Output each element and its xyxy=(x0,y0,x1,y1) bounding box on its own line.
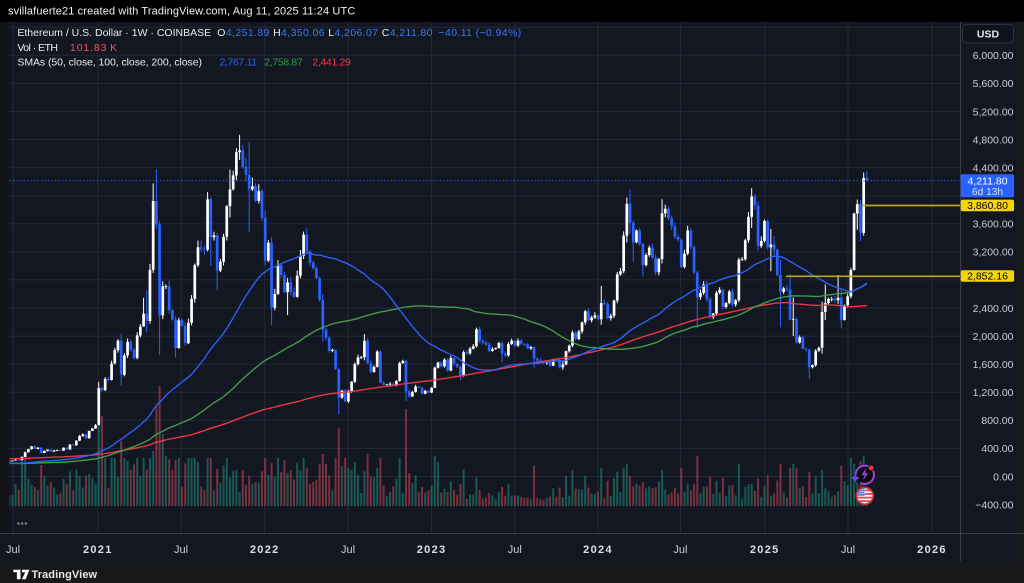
svg-text:2023: 2023 xyxy=(417,544,447,556)
svg-text:3,200.00: 3,200.00 xyxy=(973,247,1014,259)
svg-text:2,000.00: 2,000.00 xyxy=(973,331,1014,343)
svg-text:4,400.00: 4,400.00 xyxy=(973,162,1014,174)
svg-text:2026: 2026 xyxy=(917,544,947,556)
svg-text:Ethereum / U.S. Dollar · 1W ·: Ethereum / U.S. Dollar · 1W · COINBASE xyxy=(17,27,211,39)
svg-text:3,600.00: 3,600.00 xyxy=(973,219,1014,231)
svg-text:101.83 K: 101.83 K xyxy=(70,42,118,54)
svg-text:Jul: Jul xyxy=(6,544,20,556)
svg-text:2021: 2021 xyxy=(83,544,113,556)
svg-text:2022: 2022 xyxy=(250,544,280,556)
svg-text:2,852.16: 2,852.16 xyxy=(967,270,1008,282)
svg-text:1,200.00: 1,200.00 xyxy=(973,387,1014,399)
svg-text:O4,251.89 H4,350.06 L4,206.07: O4,251.89 H4,350.06 L4,206.07 C4,211.80 … xyxy=(217,27,521,39)
svg-text:6d 13h: 6d 13h xyxy=(972,187,1003,198)
svg-text:5,600.00: 5,600.00 xyxy=(973,78,1014,90)
svg-text:2,400.00: 2,400.00 xyxy=(973,303,1014,315)
svg-text:−400.00: −400.00 xyxy=(975,499,1013,511)
svg-text:TradingView: TradingView xyxy=(32,569,98,581)
svg-text:Jul: Jul xyxy=(341,544,355,556)
svg-text:Vol · ETH: Vol · ETH xyxy=(17,42,57,54)
svg-text:2025: 2025 xyxy=(750,544,780,556)
svg-text:6,000.00: 6,000.00 xyxy=(973,50,1014,62)
svg-text:400.00: 400.00 xyxy=(981,443,1013,455)
svg-text:USD: USD xyxy=(977,29,1000,41)
svg-text:SMAs (50, close, 100, close, 2: SMAs (50, close, 100, close, 200, close) xyxy=(17,56,202,68)
svg-text:800.00: 800.00 xyxy=(981,415,1013,427)
svg-text:svillafuerte21 created with Tr: svillafuerte21 created with TradingView.… xyxy=(8,6,355,18)
svg-text:1,600.00: 1,600.00 xyxy=(973,359,1014,371)
svg-text:4,800.00: 4,800.00 xyxy=(973,134,1014,146)
svg-text:Jul: Jul xyxy=(841,544,855,556)
svg-text:Jul: Jul xyxy=(673,544,687,556)
svg-text:2,441.29: 2,441.29 xyxy=(312,56,351,68)
svg-text:Jul: Jul xyxy=(174,544,188,556)
svg-text:2,758.87: 2,758.87 xyxy=(264,56,303,68)
svg-text:2,767.11: 2,767.11 xyxy=(220,56,258,68)
svg-text:3,860.80: 3,860.80 xyxy=(967,200,1008,212)
svg-text:2024: 2024 xyxy=(583,544,613,556)
svg-text:4,211.80: 4,211.80 xyxy=(967,175,1007,187)
svg-text:5,200.00: 5,200.00 xyxy=(973,106,1014,118)
svg-text:0.00: 0.00 xyxy=(993,471,1014,483)
svg-text:Jul: Jul xyxy=(508,544,522,556)
